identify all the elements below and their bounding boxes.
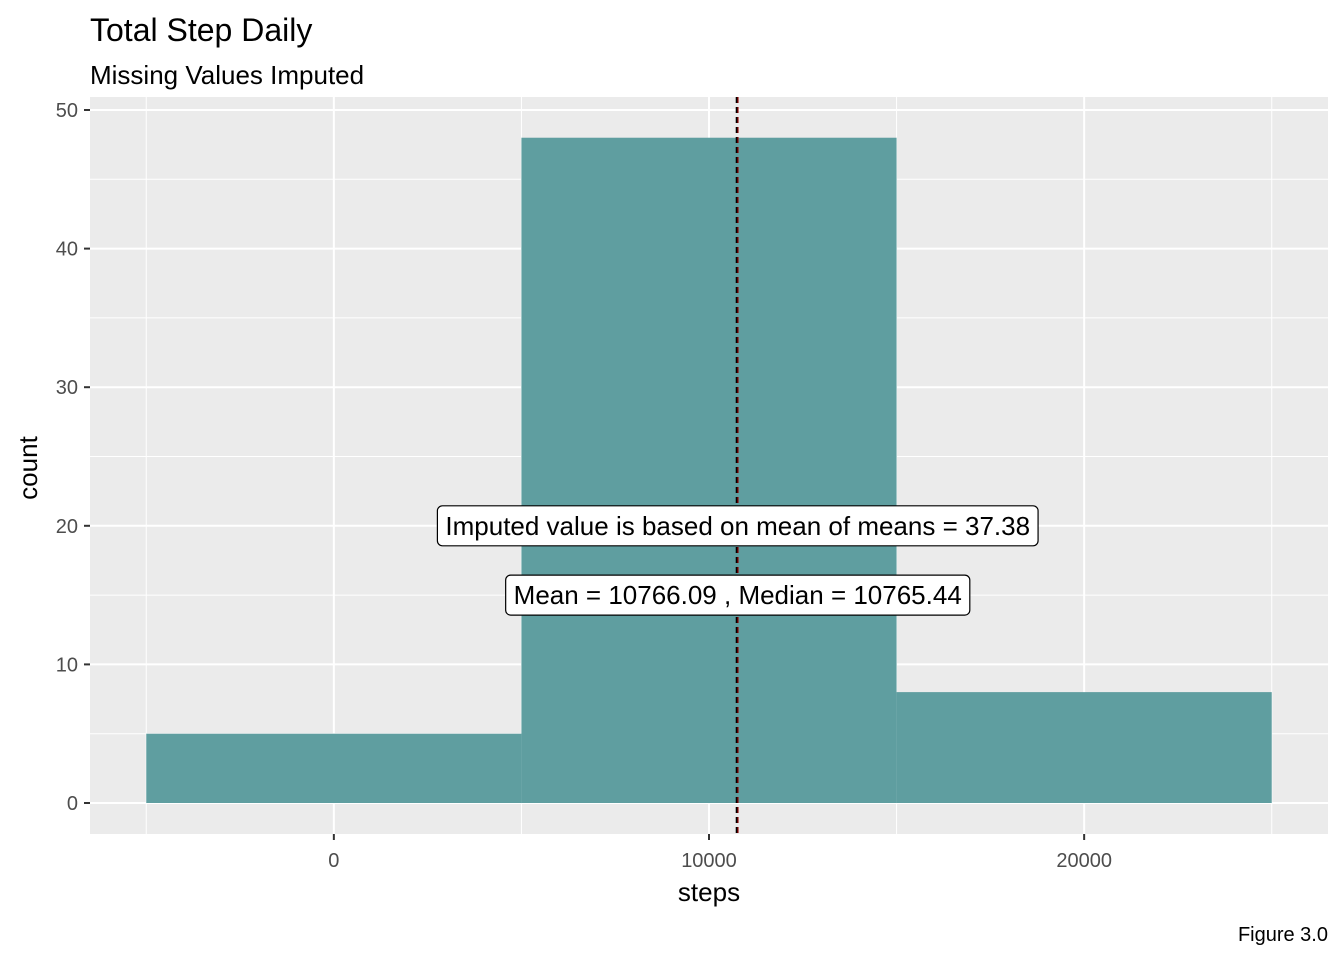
histogram-bar-3 xyxy=(896,692,1272,803)
y-tick-label: 10 xyxy=(56,654,78,676)
y-tick-label: 50 xyxy=(56,100,78,122)
y-tick-label: 40 xyxy=(56,239,78,261)
y-axis: 0 10 20 30 40 50 xyxy=(56,100,90,815)
x-tick-label: 0 xyxy=(328,850,339,872)
annotation-text: Mean = 10766.09 , Median = 10765.44 xyxy=(514,580,962,610)
y-tick-label: 30 xyxy=(56,377,78,399)
histogram-bars xyxy=(146,137,1272,804)
x-tick-label: 20000 xyxy=(1056,850,1112,872)
annotation-label-2: Mean = 10766.09 , Median = 10765.44 xyxy=(505,574,971,616)
annotation-box xyxy=(436,505,1039,547)
reference-lines xyxy=(735,97,739,834)
figure-caption: Figure 3.0 xyxy=(1238,924,1328,946)
annotation-text: Imputed value is based on mean of means … xyxy=(445,511,1030,541)
x-axis-title: steps xyxy=(678,877,740,907)
annotations: Imputed value is based on mean of means … xyxy=(436,505,1039,616)
y-tick-label: 20 xyxy=(56,516,78,538)
histogram-bar-2 xyxy=(521,137,897,804)
annotation-label-1: Imputed value is based on mean of means … xyxy=(436,505,1039,547)
y-tick-label: 0 xyxy=(67,793,78,815)
x-tick-label: 10000 xyxy=(681,850,737,872)
chart-subtitle: Missing Values Imputed xyxy=(90,60,364,90)
chart-title: Total Step Daily xyxy=(90,12,312,48)
histogram-bar-1 xyxy=(146,733,522,803)
y-axis-title: count xyxy=(13,435,43,499)
annotation-box xyxy=(505,574,971,616)
x-axis: 0 10000 20000 xyxy=(328,834,1112,872)
